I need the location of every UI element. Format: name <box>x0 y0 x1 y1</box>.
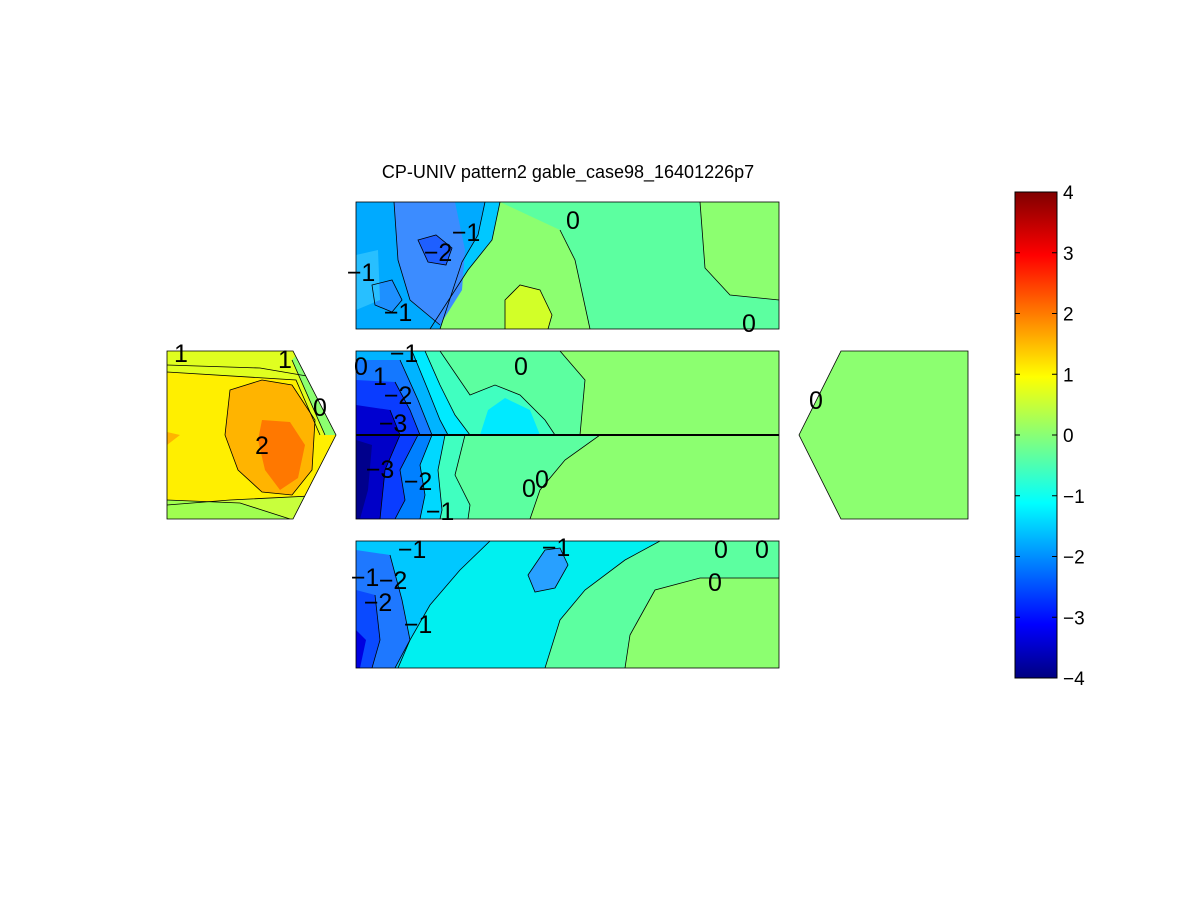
colorbar-gradient <box>1014 191 1058 679</box>
wall-top-panel <box>356 351 779 435</box>
contour-label: −1 <box>404 611 433 639</box>
contour-label: 2 <box>255 432 269 460</box>
roof-windward-frame <box>355 201 780 330</box>
contour-label: 0 <box>755 536 769 564</box>
contour-label: −1 <box>347 259 376 287</box>
roof-windward-panel <box>356 202 779 329</box>
contour-label: −2 <box>384 382 413 410</box>
contour-label: 1 <box>174 340 188 368</box>
contour-label: 1 <box>278 346 292 374</box>
wall-top-contours <box>389 351 586 435</box>
colorbar-tick-label: 0 <box>1063 426 1074 447</box>
contour-label: −1 <box>351 564 380 592</box>
contour-label: −1 <box>390 340 419 368</box>
contour-label: −1 <box>542 534 571 562</box>
colorbar-tick-label: −2 <box>1063 548 1085 569</box>
contour-label: 0 <box>313 394 327 422</box>
contour-label: −2 <box>379 567 408 595</box>
chart-title: CP-UNIV pattern2 gable_case98_16401226p7 <box>382 162 754 183</box>
roof-leeward-frame <box>355 540 780 669</box>
contour-label: −1 <box>426 498 455 526</box>
contour-label: 0 <box>514 353 528 381</box>
colorbar-tick-label: 4 <box>1063 183 1074 204</box>
roof-leeward-contours <box>371 541 779 668</box>
contour-label: 0 <box>566 207 580 235</box>
contour-label: 1 <box>373 363 387 391</box>
contour-label: 0 <box>535 466 549 494</box>
contour-label: 0 <box>708 569 722 597</box>
contour-label: 0 <box>714 536 728 564</box>
contour-label: −1 <box>398 536 427 564</box>
wall-bottom-panel <box>356 435 779 519</box>
contour-label: 0 <box>354 353 368 381</box>
contour-label: −1 <box>452 219 481 247</box>
contour-label: −3 <box>379 410 408 438</box>
colorbar-tick-label: −3 <box>1063 608 1085 629</box>
colorbar-tick-label: −1 <box>1063 487 1085 508</box>
wall-bottom-contours <box>379 435 601 519</box>
roof-windward-contours <box>371 202 779 329</box>
colorbar-tick-label: 2 <box>1063 305 1074 326</box>
contour-label: 0 <box>742 310 756 338</box>
contour-label: −2 <box>404 468 433 496</box>
roof-leeward-panel <box>356 541 779 668</box>
contour-label: 0 <box>522 475 536 503</box>
contour-label: −3 <box>366 456 395 484</box>
colorbar-tick-label: −4 <box>1063 669 1085 690</box>
contour-label: −2 <box>364 589 393 617</box>
colorbar: 4 3 2 1 0 −1 −2 −3 −4 <box>1014 183 1085 690</box>
gable-left-frame <box>166 350 337 520</box>
colorbar-ticks: 4 3 2 1 0 −1 −2 −3 −4 <box>1015 183 1085 690</box>
colorbar-tick-label: 3 <box>1063 244 1074 265</box>
contour-label: −1 <box>384 299 413 327</box>
colorbar-tick-label: 1 <box>1063 365 1074 386</box>
gable-right-panel <box>798 350 969 520</box>
contour-label: 0 <box>809 387 823 415</box>
contour-label: −2 <box>424 239 453 267</box>
